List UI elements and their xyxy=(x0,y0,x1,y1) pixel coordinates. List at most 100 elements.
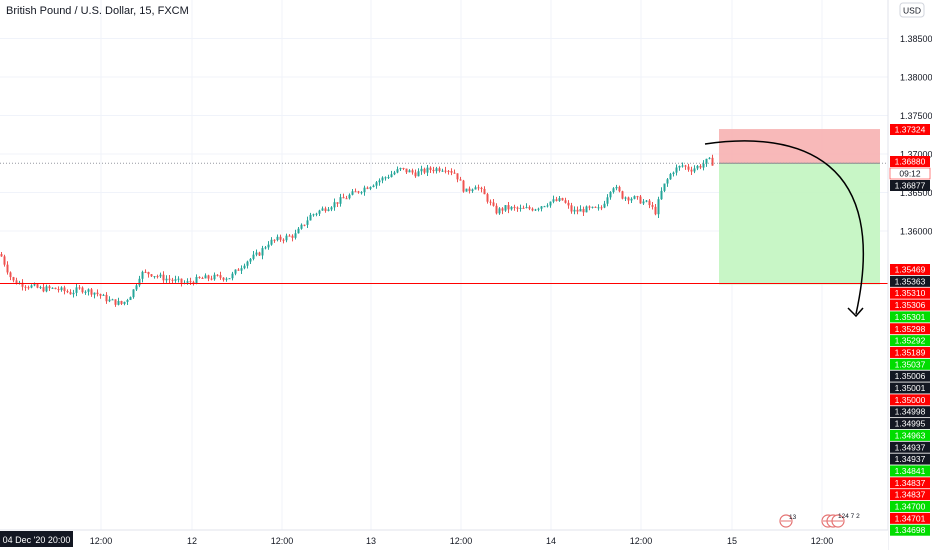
candle-body xyxy=(381,177,384,181)
candle-body xyxy=(186,281,189,283)
candle-body xyxy=(522,207,525,209)
candle-body xyxy=(411,170,414,173)
candle-body xyxy=(657,199,660,215)
price-label-badge xyxy=(890,512,930,524)
forecast-arrow-head xyxy=(847,307,864,318)
candle-body xyxy=(129,297,132,301)
price-label-value: 1.35189 xyxy=(895,347,926,357)
candle-body xyxy=(678,165,681,168)
price-label-badge xyxy=(890,441,930,453)
price-label-value: 1.35301 xyxy=(895,312,926,322)
candle-body xyxy=(201,277,204,279)
price-label-value: 1.35001 xyxy=(895,383,926,393)
candle-body xyxy=(264,247,267,249)
price-label-value: 1.34701 xyxy=(895,513,926,523)
candle-body xyxy=(207,275,210,279)
candle-body xyxy=(36,284,39,288)
target-level-line xyxy=(0,162,888,284)
candle-body xyxy=(318,210,321,214)
price-label-badge xyxy=(890,156,930,167)
price-label-value: 1.34963 xyxy=(895,430,926,440)
price-label-badge xyxy=(890,477,930,489)
candle-body xyxy=(279,236,282,240)
candle-body xyxy=(69,292,72,295)
candle-body xyxy=(540,206,543,209)
candle-body xyxy=(342,197,345,199)
candle-body xyxy=(624,197,627,199)
candle-body xyxy=(636,196,639,198)
candle-body xyxy=(27,287,30,289)
candle-body xyxy=(249,258,252,262)
currency-button[interactable]: USD xyxy=(903,6,921,16)
candle-body xyxy=(255,252,258,255)
candle-body xyxy=(405,168,408,173)
candle-body xyxy=(45,286,48,292)
price-label-badge xyxy=(890,124,930,135)
candle-body xyxy=(357,191,360,193)
candle-body xyxy=(675,167,678,173)
candle-body xyxy=(552,199,555,202)
price-label-value: 1.34998 xyxy=(895,407,926,417)
candle-body xyxy=(384,177,387,179)
candle-body xyxy=(474,187,477,190)
price-label-value: 1.34937 xyxy=(895,442,926,452)
candle-body xyxy=(51,287,54,289)
candle-body xyxy=(513,206,516,208)
candle-body xyxy=(711,157,714,166)
candle-body xyxy=(708,157,711,159)
candle-body xyxy=(270,239,273,245)
candle-body xyxy=(120,301,123,304)
candle-body xyxy=(471,189,474,192)
price-label-value: 1.35306 xyxy=(895,300,926,310)
price-tick-label: 1.36000 xyxy=(900,227,932,237)
candle-body xyxy=(174,279,177,281)
candle-body xyxy=(231,273,234,279)
candle-body xyxy=(108,299,111,302)
price-label-badge xyxy=(890,311,930,323)
candle-body xyxy=(81,287,84,293)
candle-body xyxy=(243,265,246,269)
candle-body xyxy=(366,187,369,189)
time-tick-label: 12:00 xyxy=(90,536,113,546)
candle-body xyxy=(246,261,249,266)
candle-body xyxy=(570,205,573,212)
candle-body xyxy=(435,168,438,172)
price-label-badge xyxy=(890,524,930,536)
time-axis[interactable]: 12:00 12 12:00 13 12:00 14 12:00 15 12:00 04 Dec … xyxy=(0,529,888,550)
candle-body xyxy=(702,163,705,168)
candle-body xyxy=(585,206,588,213)
candle-body xyxy=(315,213,318,215)
candle-body xyxy=(135,285,138,290)
candle-body xyxy=(156,276,159,278)
price-label-value: 1.35000 xyxy=(895,395,926,405)
price-axis[interactable]: USD1.385001.380001.375001.370001.365001.… xyxy=(887,0,932,550)
candle-body xyxy=(54,287,57,290)
candle-body xyxy=(219,275,222,278)
candle-body xyxy=(453,172,456,174)
candle-body xyxy=(237,269,240,271)
candle-body xyxy=(492,202,495,206)
currency-button-frame[interactable] xyxy=(899,2,925,18)
candle-body xyxy=(606,197,609,204)
price-tick-label: 1.38000 xyxy=(900,73,932,83)
candle-body xyxy=(138,278,141,286)
price-label-value: 1.34837 xyxy=(895,478,926,488)
candle-body xyxy=(375,182,378,186)
forecast-arrow xyxy=(704,140,865,318)
candle-body xyxy=(105,294,108,302)
candle-body xyxy=(528,207,531,209)
price-tick-label: 1.37500 xyxy=(900,111,932,121)
price-label-value: 09:12 xyxy=(899,169,921,179)
candle-body xyxy=(402,167,405,169)
candle-body xyxy=(177,278,180,280)
candle-body xyxy=(213,274,216,280)
candle-body xyxy=(15,280,18,284)
price-tick-label: 1.38500 xyxy=(900,34,932,44)
event-markers[interactable]: 13 124 7 2 xyxy=(779,513,860,528)
candle-body xyxy=(567,202,570,206)
candle-body xyxy=(258,252,261,256)
price-label-badge xyxy=(890,394,930,406)
candle-body xyxy=(363,187,366,193)
candle-body xyxy=(204,275,207,279)
